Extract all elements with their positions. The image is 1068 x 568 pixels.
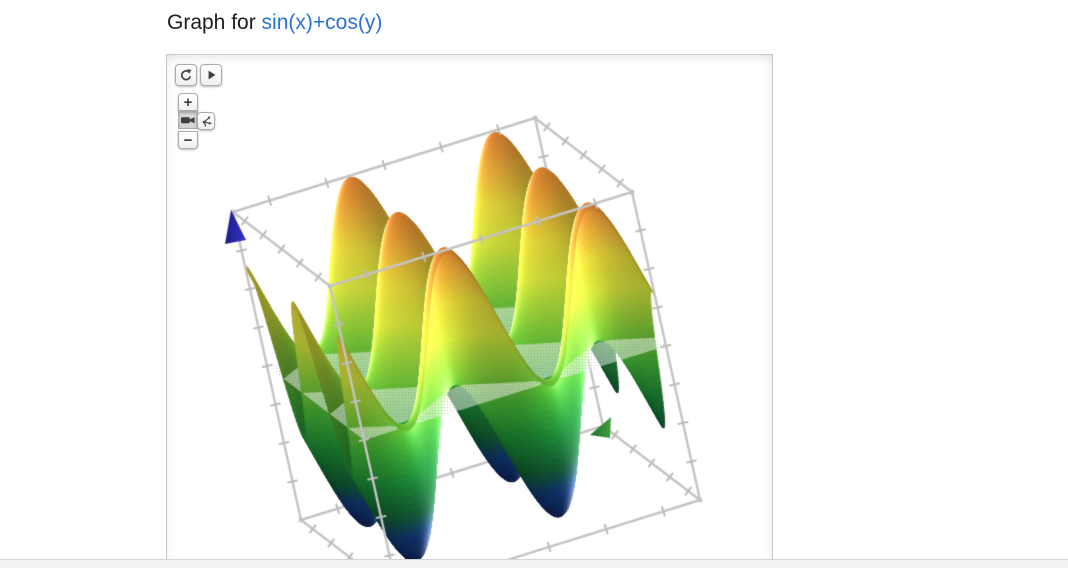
reset-view-button[interactable] — [175, 64, 197, 86]
page-divider — [0, 559, 1068, 568]
title-prefix: Graph for — [167, 11, 262, 34]
zoom-in-label: + — [183, 93, 193, 111]
graph-panel: + − — [166, 54, 773, 560]
play-button[interactable] — [200, 64, 222, 86]
camera-button[interactable] — [178, 111, 198, 129]
zoom-in-button[interactable]: + — [178, 93, 198, 111]
page-title: Graph for sin(x)+cos(y) — [167, 11, 382, 35]
zoom-out-label: − — [183, 131, 193, 149]
reset-rotation-icon — [181, 69, 192, 81]
axes-icon — [202, 116, 212, 127]
function-link[interactable]: sin(x)+cos(y) — [261, 11, 383, 34]
surface-plot-canvas[interactable] — [167, 55, 772, 559]
video-camera-icon — [181, 117, 195, 124]
play-icon — [208, 70, 216, 80]
zoom-out-button[interactable]: − — [178, 131, 198, 149]
axes-mode-button[interactable] — [197, 112, 215, 130]
